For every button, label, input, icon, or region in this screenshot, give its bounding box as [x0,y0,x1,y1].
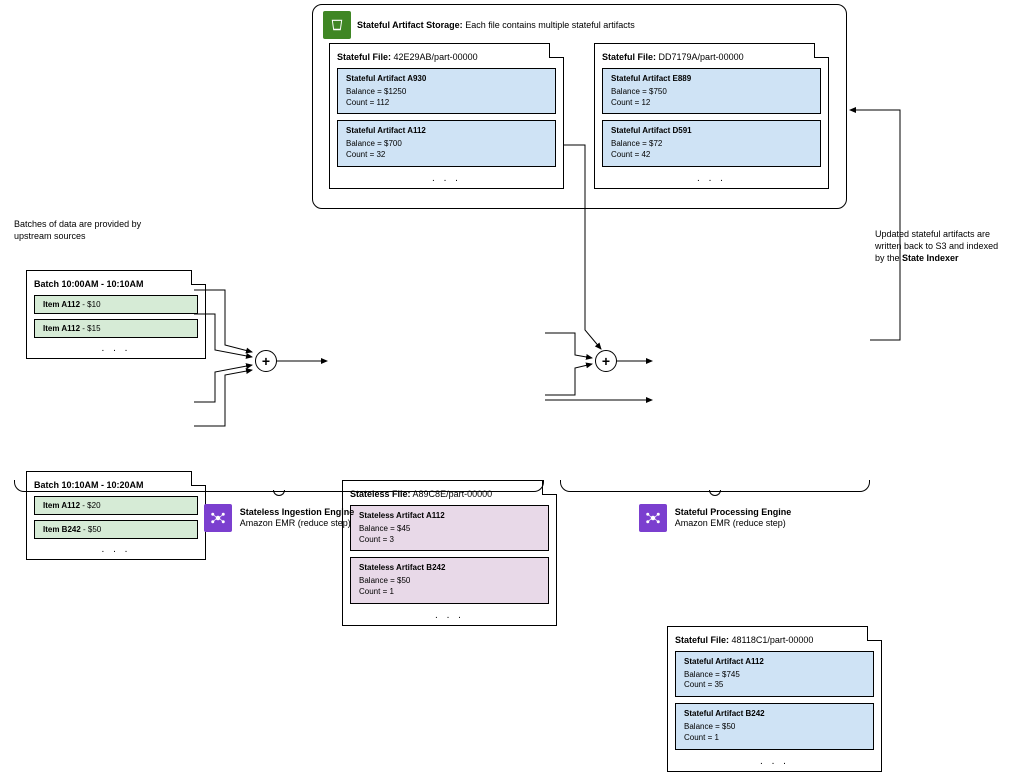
brace-left: Stateless Ingestion Engine Amazon EMR (r… [14,480,544,532]
artifact: Stateful Artifact A930 Balance = $1250 C… [337,68,556,114]
artifact: Stateful Artifact A112 Balance = $745 Co… [675,651,874,697]
storage-header: Stateful Artifact Storage: Each file con… [323,11,836,39]
ellipsis: . . . [337,173,556,184]
artifact: Stateless Artifact B242 Balance = $50 Co… [350,557,549,603]
ellipsis: . . . [34,544,198,555]
storage-title: Stateful Artifact Storage: Each file con… [357,20,635,30]
storage-container: Stateful Artifact Storage: Each file con… [312,4,847,209]
batch-item: Item A112 - $15 [34,319,198,338]
artifact: Stateful Artifact E889 Balance = $750 Co… [602,68,821,114]
emr-icon [639,504,667,532]
engine-right: Stateful Processing Engine Amazon EMR (r… [560,504,870,532]
file-title: Stateful File: 48118C1/part-00000 [675,635,874,645]
batch-item: Item A112 - $10 [34,295,198,314]
brace-right: Stateful Processing Engine Amazon EMR (r… [560,480,870,532]
file-title: Stateful File: DD7179A/part-00000 [602,52,821,62]
emr-icon [204,504,232,532]
batch-1: Batch 10:00AM - 10:10AM Item A112 - $10 … [26,270,206,359]
batches-caption: Batches of data are provided by upstream… [14,218,174,242]
artifact: Stateful Artifact A112 Balance = $700 Co… [337,120,556,166]
stateful-file-a: Stateful File: 42E29AB/part-00000 Statef… [329,43,564,189]
stateful-file-b: Stateful File: DD7179A/part-00000 Statef… [594,43,829,189]
stateful-result-file: Stateful File: 48118C1/part-00000 Statef… [667,626,882,772]
updated-caption: Updated stateful artifacts are written b… [875,228,1024,264]
storage-title-bold: Stateful Artifact Storage: [357,20,463,30]
ellipsis: . . . [350,610,549,621]
ellipsis: . . . [602,173,821,184]
artifact: Stateful Artifact B242 Balance = $50 Cou… [675,703,874,749]
file-title: Stateful File: 42E29AB/part-00000 [337,52,556,62]
engine-left: Stateless Ingestion Engine Amazon EMR (r… [14,504,544,532]
plus-merge-left: + [255,350,277,372]
bucket-icon [323,11,351,39]
plus-merge-right: + [595,350,617,372]
artifact: Stateful Artifact D591 Balance = $72 Cou… [602,120,821,166]
ellipsis: . . . [675,756,874,767]
storage-title-rest: Each file contains multiple stateful art… [463,20,635,30]
batch-title: Batch 10:00AM - 10:10AM [34,279,198,289]
ellipsis: . . . [34,343,198,354]
